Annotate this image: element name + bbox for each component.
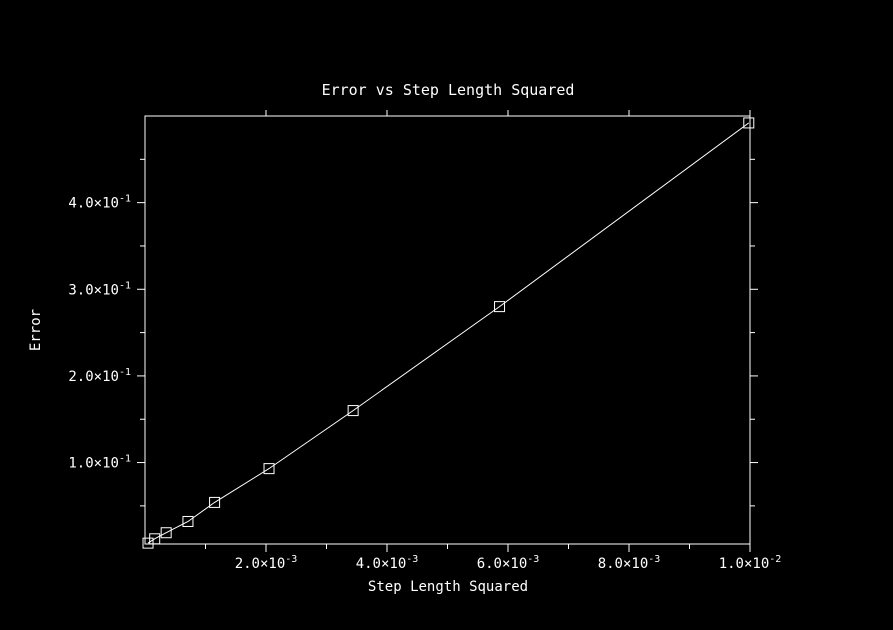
x-tick-label: 2.0×10-3 (235, 554, 298, 572)
data-point-marker (209, 496, 221, 508)
data-point-marker (149, 533, 161, 545)
data-point-marker (160, 527, 172, 539)
x-tick-label: 8.0×10-3 (598, 554, 661, 572)
data-point-marker (182, 515, 194, 527)
data-point-marker (743, 117, 755, 129)
y-tick-label: 4.0×10-1 (68, 194, 131, 212)
x-tick-label: 6.0×10-3 (477, 554, 540, 572)
data-point-marker (263, 463, 275, 475)
y-tick-label: 3.0×10-1 (68, 280, 131, 298)
data-point-marker (142, 537, 154, 549)
data-point-marker (494, 301, 506, 313)
y-tick-label: 1.0×10-1 (68, 454, 131, 472)
chart-title: Error vs Step Length Squared (322, 81, 575, 99)
plot-frame (144, 115, 751, 545)
data-point-marker (347, 405, 359, 417)
x-tick-label: 1.0×10-2 (719, 554, 782, 572)
y-tick-label: 2.0×10-1 (68, 367, 131, 385)
series-line (147, 122, 750, 544)
x-tick-label: 4.0×10-3 (356, 554, 419, 572)
y-axis-label: Error (28, 309, 44, 351)
x-axis-label: Step Length Squared (368, 579, 528, 595)
